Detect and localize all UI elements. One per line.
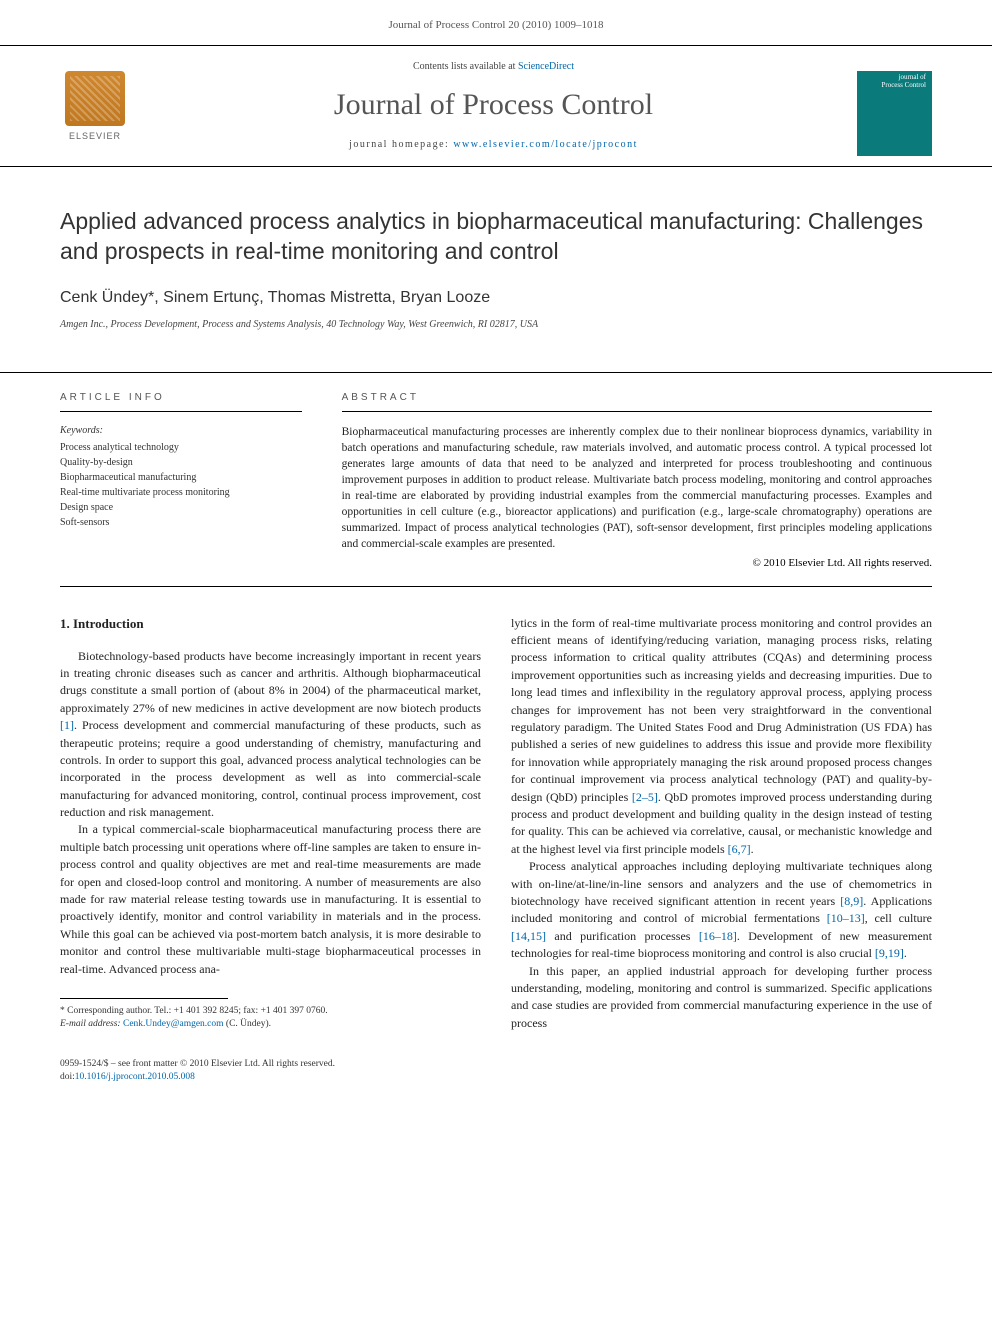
running-head: Journal of Process Control 20 (2010) 100… <box>0 0 992 45</box>
corresponding-author-footnote: * Corresponding author. Tel.: +1 401 392… <box>60 1005 481 1032</box>
keyword: Quality-by-design <box>60 455 302 470</box>
contents-prefix: Contents lists available at <box>413 61 518 72</box>
keywords-label: Keywords: <box>60 424 302 438</box>
contents-available: Contents lists available at ScienceDirec… <box>148 60 839 74</box>
info-abstract-row: article info Keywords: Process analytica… <box>0 372 992 572</box>
email-suffix: (C. Ündey). <box>224 1019 272 1029</box>
ref-link[interactable]: [10–13] <box>827 911 865 925</box>
paragraph: In a typical commercial-scale biopharmac… <box>60 821 481 978</box>
doi-label: doi: <box>60 1072 75 1082</box>
ref-link[interactable]: [14,15] <box>511 929 546 943</box>
ref-link[interactable]: [1] <box>60 718 74 732</box>
affiliation: Amgen Inc., Process Development, Process… <box>60 318 932 332</box>
body-column-left: 1. Introduction Biotechnology-based prod… <box>60 615 481 1032</box>
journal-homepage: journal homepage: www.elsevier.com/locat… <box>148 138 839 152</box>
publisher-logo: ELSEVIER <box>60 66 130 146</box>
abstract-label: abstract <box>342 391 932 412</box>
homepage-link[interactable]: www.elsevier.com/locate/jprocont <box>453 139 638 150</box>
ref-link[interactable]: [16–18] <box>699 929 737 943</box>
body-column-right: lytics in the form of real-time multivar… <box>511 615 932 1032</box>
abstract-copyright: © 2010 Elsevier Ltd. All rights reserved… <box>342 556 932 571</box>
article-title: Applied advanced process analytics in bi… <box>60 207 932 267</box>
keyword: Biopharmaceutical manufacturing <box>60 470 302 485</box>
elsevier-tree-icon <box>65 71 125 126</box>
page-footer: 0959-1524/$ – see front matter © 2010 El… <box>0 1052 992 1115</box>
publisher-name: ELSEVIER <box>69 130 121 143</box>
keyword: Real-time multivariate process monitorin… <box>60 485 302 500</box>
author-email-link[interactable]: Cenk.Undey@amgen.com <box>123 1019 224 1029</box>
article-info-column: article info Keywords: Process analytica… <box>60 373 322 572</box>
ref-link[interactable]: [2–5] <box>632 790 658 804</box>
ref-link[interactable]: [8,9] <box>840 894 863 908</box>
cover-line2: Process Control <box>881 82 926 90</box>
keyword: Soft-sensors <box>60 515 302 530</box>
doi-link[interactable]: 10.1016/j.jprocont.2010.05.008 <box>75 1072 195 1082</box>
paragraph: In this paper, an applied industrial app… <box>511 963 932 1033</box>
keywords-list: Process analytical technology Quality-by… <box>60 440 302 530</box>
paragraph: Biotechnology-based products have become… <box>60 648 481 822</box>
journal-title: Journal of Process Control <box>148 84 839 126</box>
abstract-column: abstract Biopharmaceutical manufacturing… <box>322 373 932 572</box>
paragraph: Process analytical approaches including … <box>511 858 932 962</box>
masthead: ELSEVIER Contents lists available at Sci… <box>0 45 992 167</box>
issn-copyright-line: 0959-1524/$ – see front matter © 2010 El… <box>60 1058 932 1071</box>
ref-link[interactable]: [6,7] <box>728 842 751 856</box>
keyword: Design space <box>60 500 302 515</box>
footnote-separator <box>60 998 228 999</box>
authors: Cenk Ündey*, Sinem Ertunç, Thomas Mistre… <box>60 287 932 309</box>
keyword: Process analytical technology <box>60 440 302 455</box>
ref-link[interactable]: [9,19] <box>875 946 904 960</box>
homepage-prefix: journal homepage: <box>349 139 453 150</box>
section-heading: 1. Introduction <box>60 615 481 634</box>
sciencedirect-link[interactable]: ScienceDirect <box>518 61 574 72</box>
email-label: E-mail address: <box>60 1019 123 1029</box>
abstract-text: Biopharmaceutical manufacturing processe… <box>342 424 932 553</box>
article-info-label: article info <box>60 391 302 412</box>
body-columns: 1. Introduction Biotechnology-based prod… <box>0 587 992 1052</box>
journal-cover-thumbnail: journal of Process Control <box>857 56 932 156</box>
corr-author-line: * Corresponding author. Tel.: +1 401 392… <box>60 1005 481 1018</box>
paragraph: lytics in the form of real-time multivar… <box>511 615 932 858</box>
article-header: Applied advanced process analytics in bi… <box>0 167 992 351</box>
